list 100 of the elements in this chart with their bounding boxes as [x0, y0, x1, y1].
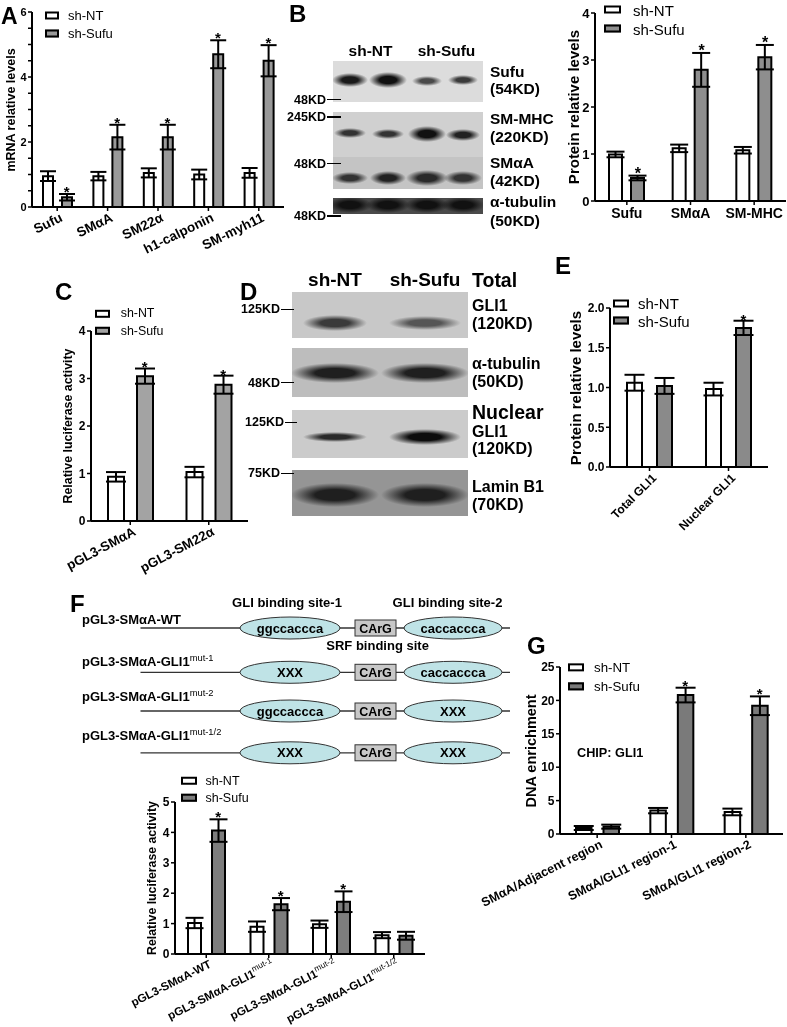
x-tick-label: Sufu	[31, 209, 65, 237]
text: Lamin B1 (70KD)	[472, 478, 545, 514]
text: pGL3-SMαA-WT	[82, 611, 182, 627]
y-tick-label: 0	[162, 947, 170, 962]
y-tick-label: 25	[541, 660, 555, 675]
annotation: *	[277, 886, 284, 904]
y-tick-label: 10	[541, 760, 555, 775]
text: Nuclear	[472, 401, 544, 424]
text: CArG	[359, 704, 392, 719]
y-tick-label: 3	[582, 52, 590, 68]
legend-label: sh-Sufu	[205, 790, 249, 805]
y-tick-label: 5	[547, 793, 555, 808]
legend-label: sh-NT	[633, 1, 674, 18]
text: 245KD	[287, 109, 326, 124]
annotation: *	[698, 42, 706, 60]
y-tick-label: 1.5	[587, 341, 605, 356]
annotation: *	[164, 113, 171, 131]
legend-label: sh-NT	[120, 306, 155, 321]
text: GLI binding site-2	[392, 594, 503, 610]
annotation: *	[114, 113, 121, 131]
text: CArG	[359, 746, 392, 761]
text: B	[289, 0, 307, 28]
x-tick-label: SMαA	[670, 205, 711, 222]
legend-label: sh-NT	[638, 294, 679, 312]
annotation: *	[682, 676, 689, 694]
annotation: *	[340, 880, 347, 898]
text: ggccaccca	[256, 703, 325, 719]
legend-label: sh-Sufu	[68, 25, 113, 41]
y-axis-title: DNA enrichment	[522, 693, 539, 808]
annotation: *	[756, 685, 763, 703]
y-tick-label: 0	[582, 193, 590, 209]
y-tick-label: 3	[78, 371, 86, 386]
y-axis-title: Protein relative levels	[564, 29, 582, 185]
y-tick-label: 5	[162, 795, 170, 810]
text: GLI binding site-1	[232, 594, 342, 610]
annotation: *	[265, 34, 272, 51]
text: sh-NT	[348, 42, 393, 60]
annotation: CHIP: GLI1	[577, 745, 644, 760]
y-tick-label: 2	[78, 419, 86, 434]
y-tick-label: 1.0	[587, 380, 605, 395]
y-axis-title: Relative luciferase activity	[60, 348, 75, 504]
legend-label: sh-NT	[594, 660, 631, 676]
text: Sufu (54KD)	[490, 63, 540, 97]
text: pGL3-SMαA-GLI1$^{mut-1}$	[82, 653, 214, 670]
text: ggccaccca	[256, 620, 325, 636]
y-tick-label: 0	[78, 514, 86, 529]
y-axis-title: Protein relative levels	[566, 310, 584, 465]
y-axis-title: mRNA relative levels	[3, 47, 18, 172]
y-tick-label: 4	[162, 825, 170, 840]
text: CArG	[359, 665, 392, 680]
chart-title: C	[55, 277, 73, 305]
annotation: *	[214, 29, 221, 47]
y-tick-label: 15	[541, 727, 555, 742]
text: SM-MHC (220KD)	[490, 110, 554, 146]
y-tick-label: 2	[20, 135, 27, 148]
annotation: *	[220, 365, 227, 383]
y-tick-label: 1	[78, 466, 86, 481]
y-tick-label: 1	[582, 146, 590, 162]
legend-label: sh-NT	[205, 773, 240, 788]
y-tick-label: 6	[20, 5, 27, 18]
legend-label: sh-Sufu	[638, 312, 690, 329]
text: SMαA (42KD)	[490, 154, 540, 190]
y-tick-label: 0	[547, 827, 555, 842]
text: SRF binding site	[326, 637, 429, 653]
x-tick-label: Sufu	[611, 205, 643, 222]
x-tick-label: SM-MHC	[725, 205, 783, 222]
annotation: *	[215, 808, 222, 826]
annotation: 125KD	[245, 415, 284, 430]
text: pGL3-SMαA-GLI1$^{mut-2}$	[82, 687, 214, 704]
y-tick-label: 4	[20, 70, 28, 83]
text: XXX	[439, 745, 467, 761]
text: sh-Sufu	[417, 42, 476, 60]
y-tick-label: 2	[582, 99, 590, 115]
text: caccaccca	[420, 620, 487, 636]
text: D	[240, 277, 258, 305]
text: XXX	[439, 703, 467, 719]
text: XXX	[276, 664, 304, 680]
y-axis-title: Relative luciferase activity	[144, 801, 159, 955]
y-tick-label: 4	[78, 324, 86, 339]
text: GLI1 (120KD)	[472, 297, 533, 333]
y-tick-label: 2.0	[587, 301, 605, 316]
legend-label: sh-Sufu	[594, 679, 640, 695]
y-tick-label: 4	[582, 5, 591, 21]
text: 48KD	[248, 375, 280, 390]
text: caccaccca	[420, 664, 487, 680]
text: sh-NT	[308, 268, 362, 290]
text: 48KD	[294, 92, 326, 107]
text: α-tubulin (50KD)	[490, 192, 557, 230]
chart-title: E	[555, 252, 572, 279]
text: sh-Sufu	[389, 268, 461, 290]
y-tick-label: 0.5	[587, 420, 605, 435]
annotation: *	[740, 310, 747, 328]
text: 125KD	[241, 302, 280, 317]
y-tick-label: 1	[162, 916, 170, 931]
y-tick-label: 0.0	[587, 460, 605, 475]
text: 75KD	[248, 466, 280, 481]
text: GLI1 (120KD)	[472, 423, 533, 457]
annotation: *	[762, 34, 770, 52]
text: pGL3-SMαA-GLI1$^{mut-1/2}$	[82, 726, 222, 743]
text: α-tubulin (50KD)	[472, 355, 541, 391]
